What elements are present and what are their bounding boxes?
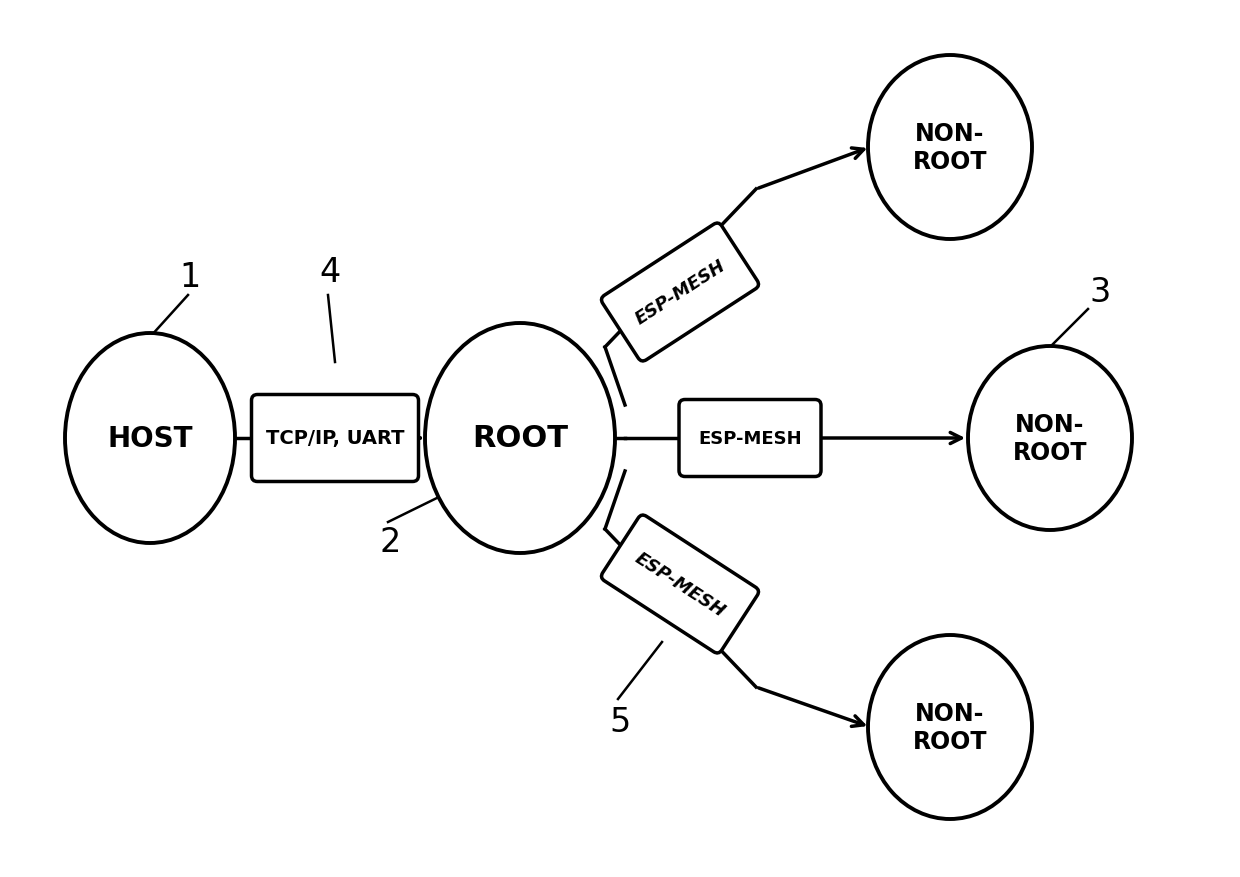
Text: NON-
ROOT: NON- ROOT xyxy=(1013,413,1087,464)
Text: 5: 5 xyxy=(609,706,631,738)
FancyBboxPatch shape xyxy=(601,224,759,361)
Ellipse shape xyxy=(968,346,1132,531)
Text: NON-
ROOT: NON- ROOT xyxy=(913,122,987,174)
Ellipse shape xyxy=(425,324,615,553)
FancyBboxPatch shape xyxy=(680,400,821,477)
Text: 1: 1 xyxy=(180,261,201,294)
Text: ESP-MESH: ESP-MESH xyxy=(631,548,728,620)
Text: ESP-MESH: ESP-MESH xyxy=(698,430,802,447)
Text: 2: 2 xyxy=(379,526,401,559)
Text: TCP/IP, UART: TCP/IP, UART xyxy=(265,429,404,448)
Text: ROOT: ROOT xyxy=(472,424,568,453)
Ellipse shape xyxy=(868,56,1032,239)
Text: HOST: HOST xyxy=(107,424,192,453)
Ellipse shape xyxy=(64,333,236,544)
Text: ESP-MESH: ESP-MESH xyxy=(631,257,728,329)
Text: 4: 4 xyxy=(320,256,341,289)
FancyBboxPatch shape xyxy=(601,516,759,653)
FancyBboxPatch shape xyxy=(252,395,419,482)
Text: 3: 3 xyxy=(1090,276,1111,310)
Ellipse shape xyxy=(868,635,1032,819)
Text: NON-
ROOT: NON- ROOT xyxy=(913,702,987,753)
